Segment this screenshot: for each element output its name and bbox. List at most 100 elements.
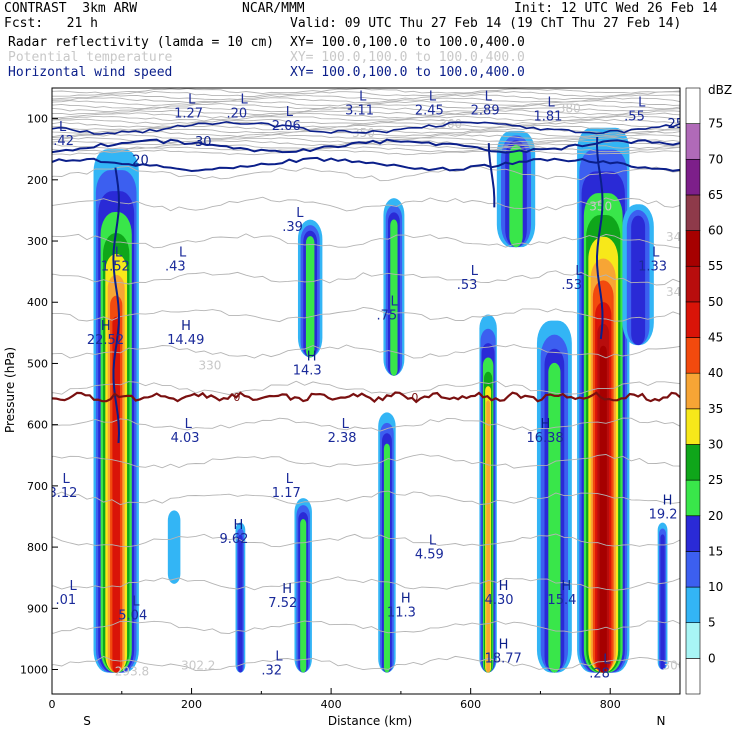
colorbar-label: 60 <box>708 224 723 238</box>
extremum-marker-L: L <box>575 264 583 279</box>
extremum-marker-L: L <box>240 93 248 108</box>
theta-contour <box>52 149 680 156</box>
wind-contour <box>52 156 680 173</box>
colorbar-label: 65 <box>708 188 723 202</box>
x-tick-label: 600 <box>460 698 481 711</box>
extremum-marker-L: L <box>342 417 350 432</box>
wind-contour <box>52 121 680 135</box>
field-theta-name: Potential temperature <box>8 50 173 65</box>
extremum-value: 4.30 <box>485 593 514 608</box>
colorbar-label: 30 <box>708 437 723 451</box>
colorbar-swatch <box>685 123 701 160</box>
theta-label: 293.8 <box>115 665 149 679</box>
header-center-title: NCAR/MMM <box>242 1 305 16</box>
theta-contour <box>52 124 680 131</box>
extremum-value: .43 <box>165 260 186 275</box>
extremum-marker-L: L <box>296 206 304 221</box>
plot-frame <box>51 87 681 695</box>
colorbar-label: 15 <box>708 544 723 558</box>
extremum-value: 1.17 <box>272 486 301 501</box>
reflectivity-cell-8-10 <box>599 345 607 673</box>
theta-contour <box>52 115 680 122</box>
theta-contour <box>52 100 680 107</box>
theta-contour <box>52 90 680 98</box>
extremum-value: 4.03 <box>171 431 200 446</box>
theta-contour <box>52 306 680 323</box>
y-tick-label: 500 <box>27 357 48 370</box>
extremum-value: .53 <box>561 278 582 293</box>
extremum-value: .20 <box>226 107 247 122</box>
x-tick-label: 400 <box>321 698 342 711</box>
colorbar-swatch <box>685 551 701 588</box>
extremum-marker-L: L <box>63 472 71 487</box>
header-fcst: Fcst: 21 h <box>4 16 98 31</box>
theta-contour <box>52 94 680 101</box>
colorbar-swatch <box>685 622 701 659</box>
theta-label: 340 <box>666 285 689 299</box>
y-tick-label: 100 <box>27 113 48 126</box>
extremum-value: .28 <box>589 667 610 682</box>
extremum-value: 1.27 <box>174 107 203 122</box>
field-reflectivity-range: XY= 100.0,100.0 to 100.0,400.0 <box>290 35 525 50</box>
reflectivity-cell-0-8 <box>112 316 120 673</box>
extremum-marker-H: H <box>307 350 317 365</box>
x-end-left-label: S <box>83 714 91 728</box>
x-tick-label: 0 <box>49 698 56 711</box>
extremum-marker-L: L <box>286 472 294 487</box>
extremum-value: 3.11 <box>345 103 374 118</box>
extremum-marker-L: L <box>429 533 437 548</box>
x-end-right-label: N <box>657 714 666 728</box>
extremum-marker-L: L <box>185 417 193 432</box>
theta-contour <box>52 146 680 153</box>
colorbar-label: 25 <box>708 473 723 487</box>
reflectivity-cell-5-6 <box>486 400 490 673</box>
theta-contour <box>52 133 680 140</box>
theta-label: 350 <box>589 199 612 213</box>
hl-annotations: L1.27L.20 L2.06L3.11L2.45L2.89L1.81L.55L5… <box>45 89 678 682</box>
colorbar-label: 20 <box>708 509 723 523</box>
header-valid: Valid: 09 UTC Thu 27 Feb 14 (19 ChT Thu … <box>290 16 682 31</box>
wind-contour-label: 30 <box>195 135 212 150</box>
theta-contour <box>52 109 680 116</box>
extremum-value: 19.2 <box>649 507 678 522</box>
reflectivity-cell-4-3 <box>383 443 390 673</box>
x-axis-label: Distance (km) <box>328 714 412 728</box>
theta-contour <box>52 106 680 113</box>
theta-contour <box>52 127 680 135</box>
field-reflectivity-name: Radar reflectivity (lamda = 10 cm) <box>8 35 275 50</box>
axes: 0 200 400 600 800100200300400500600700800900… <box>20 113 621 711</box>
wind-contour-vertical <box>487 143 496 208</box>
colorbar-swatch <box>685 372 701 410</box>
extremum-value: 1.33 <box>638 260 667 275</box>
field-theta-range: XY= 100.0,100.0 to 100.0,400.0 <box>290 50 525 65</box>
reflectivity-cell-9-2 <box>631 215 646 346</box>
extremum-value: 14.49 <box>167 333 204 348</box>
extremum-marker-L: L <box>638 96 646 111</box>
colorbar-swatch <box>685 194 701 231</box>
reflectivity-cell-12-2 <box>660 534 665 670</box>
extremum-marker-H: H <box>561 579 571 594</box>
colorbar-unit: dBZ <box>708 83 732 97</box>
theta-label: 302.2 <box>181 659 215 673</box>
extremum-value: 9.62 <box>219 532 248 547</box>
colorbar-swatch <box>685 658 701 695</box>
colorbar-swatch <box>685 586 701 624</box>
colorbar-swatch <box>685 515 701 552</box>
extremum-value: 5.04 <box>118 608 147 623</box>
extremum-marker-L: L <box>547 96 555 111</box>
y-tick-label: 900 <box>27 602 48 615</box>
y-tick-label: 800 <box>27 541 48 554</box>
extremum-value: 1.81 <box>533 110 562 125</box>
theta-contour <box>52 533 680 548</box>
extremum-value: 5.42 <box>45 134 74 149</box>
colorbar-label: 45 <box>708 331 723 345</box>
theta-contour <box>52 103 680 110</box>
colorbar-label: 0 <box>708 651 716 665</box>
colorbar-label: 5 <box>708 616 716 630</box>
y-tick-label: 700 <box>27 480 48 493</box>
reflectivity-cell-2-3 <box>300 519 307 673</box>
theta-contour <box>52 417 680 432</box>
theta-contour <box>52 196 680 212</box>
extremum-value: 15.4 <box>547 593 576 608</box>
